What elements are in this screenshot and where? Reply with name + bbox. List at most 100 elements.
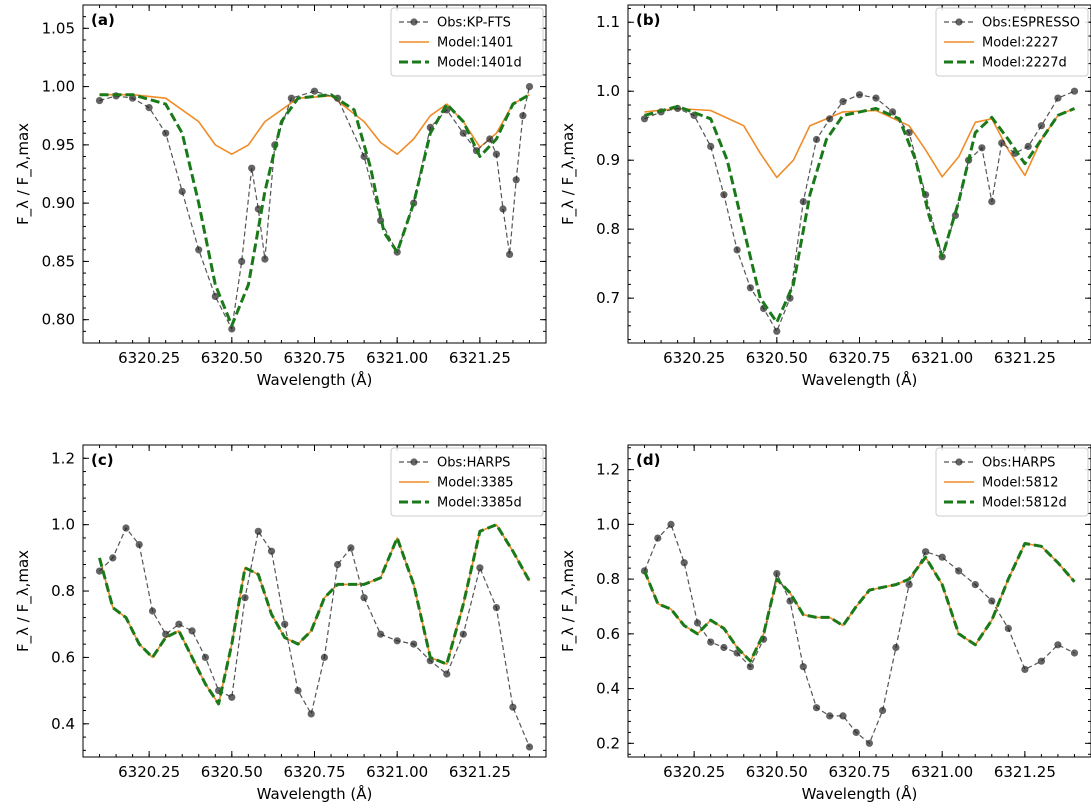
legend-box (935, 447, 1089, 517)
data-point (733, 246, 741, 254)
x-tick-label: 6320.25 (663, 349, 725, 367)
legend: Obs:KP-FTS Model:1401 Model:1401d (390, 7, 544, 77)
legend-entry: Obs:HARPS (982, 456, 1055, 471)
x-tick-label: 6320.50 (201, 349, 263, 367)
x-tick-label: 6321.25 (449, 349, 511, 367)
series-line-observed (644, 90, 1075, 333)
data-point (786, 597, 794, 605)
x-tick-label: 6321.25 (449, 763, 511, 781)
data-point (109, 554, 117, 562)
y-tick-label: 0.95 (42, 136, 75, 154)
data-point (872, 94, 880, 102)
data-point (499, 205, 507, 213)
data-point (799, 663, 807, 671)
x-tick-label: 6321.25 (994, 349, 1056, 367)
legend-entry: Obs:KP-FTS (437, 16, 511, 31)
data-point (519, 112, 527, 120)
y-tick-label: 0.4 (596, 680, 620, 698)
data-point (812, 704, 821, 712)
legend-box (935, 7, 1089, 77)
x-axis-label: Wavelength (Å) (257, 784, 373, 803)
data-point (693, 619, 702, 627)
y-tick-label: 1.00 (42, 78, 75, 96)
legend-marker (410, 458, 418, 466)
data-point (852, 728, 860, 737)
legend: Obs:HARPS Model:3385 Model:3385d (390, 447, 544, 517)
data-point (707, 142, 715, 150)
data-point (410, 640, 418, 648)
y-axis-label: F_λ / F_λ,max (14, 123, 33, 225)
x-tick-label: 6321.00 (366, 349, 428, 367)
y-tick-label: 0.6 (51, 648, 75, 666)
data-point (892, 643, 900, 652)
data-point (486, 135, 494, 143)
y-tick-label: 0.8 (596, 570, 620, 588)
series-line-model (644, 107, 1075, 179)
x-tick-label: 6320.25 (118, 763, 180, 781)
data-point (459, 630, 467, 638)
data-point (393, 637, 401, 645)
data-point (294, 687, 302, 695)
legend-box (390, 7, 544, 77)
data-point (839, 98, 847, 106)
legend-entry: Model:3385d (437, 496, 522, 511)
plot-frame (627, 4, 1091, 344)
data-point (680, 559, 688, 567)
data-point (492, 150, 500, 158)
legend-entry: Model:5812 (982, 476, 1059, 491)
data-point (978, 144, 986, 152)
panel-label: (c) (91, 451, 114, 469)
legend-entry: Obs:HARPS (437, 456, 510, 471)
data-point (347, 544, 355, 552)
chart-panel-a: 6320.25 6320.50 6320.75 6321.00 6321.25 0.80 0… (14, 4, 547, 389)
plot-area (640, 520, 1079, 747)
data-point (905, 129, 913, 137)
data-point (879, 706, 887, 715)
legend-entry: Obs:ESPRESSO (982, 16, 1080, 31)
data-point (1004, 624, 1012, 633)
x-tick-label: 6320.75 (828, 349, 890, 367)
data-point (1070, 87, 1079, 95)
series-line-observed (643, 523, 1075, 745)
series-line-model (98, 523, 531, 705)
data-point (799, 198, 807, 206)
y-tick-label: 0.7 (596, 289, 620, 307)
x-axis-label: Wavelength (Å) (802, 370, 918, 389)
y-tick-label: 0.80 (42, 311, 75, 329)
panel-label: (b) (636, 11, 660, 29)
data-point (525, 83, 534, 91)
x-tick-label: 6321.25 (994, 763, 1056, 781)
data-point (826, 712, 834, 720)
y-tick-label: 1.1 (596, 13, 620, 31)
legend-box (390, 447, 544, 517)
data-point (746, 663, 755, 671)
data-point (971, 581, 979, 589)
data-point (476, 564, 484, 572)
y-axis-label: F_λ / F_λ,max (559, 123, 578, 225)
legend-entry: Model:2227 (982, 36, 1059, 51)
legend: Obs:HARPS Model:5812 Model:5812d (935, 447, 1089, 517)
plot-area (640, 87, 1079, 335)
data-point (175, 620, 183, 628)
data-point (95, 97, 104, 105)
data-point (248, 164, 256, 172)
data-point (310, 87, 319, 95)
legend-entry: Model:1401 (437, 36, 514, 51)
data-point (826, 115, 834, 123)
data-point (506, 250, 514, 258)
y-tick-label: 0.85 (42, 252, 75, 270)
plot-frame (82, 4, 547, 344)
y-tick-label: 1.2 (596, 461, 620, 479)
data-point (640, 115, 649, 123)
y-tick-label: 0.8 (596, 220, 620, 238)
x-tick-label: 6320.25 (663, 763, 725, 781)
y-tick-label: 1.05 (42, 19, 75, 37)
data-point (1037, 122, 1045, 130)
x-axis-label: Wavelength (Å) (257, 370, 373, 389)
data-point (320, 653, 328, 662)
data-point (720, 643, 728, 652)
data-point (1054, 641, 1062, 649)
data-point (162, 630, 170, 638)
y-tick-label: 0.2 (596, 734, 620, 752)
y-axis-label: F_λ / F_λ,max (559, 550, 578, 652)
